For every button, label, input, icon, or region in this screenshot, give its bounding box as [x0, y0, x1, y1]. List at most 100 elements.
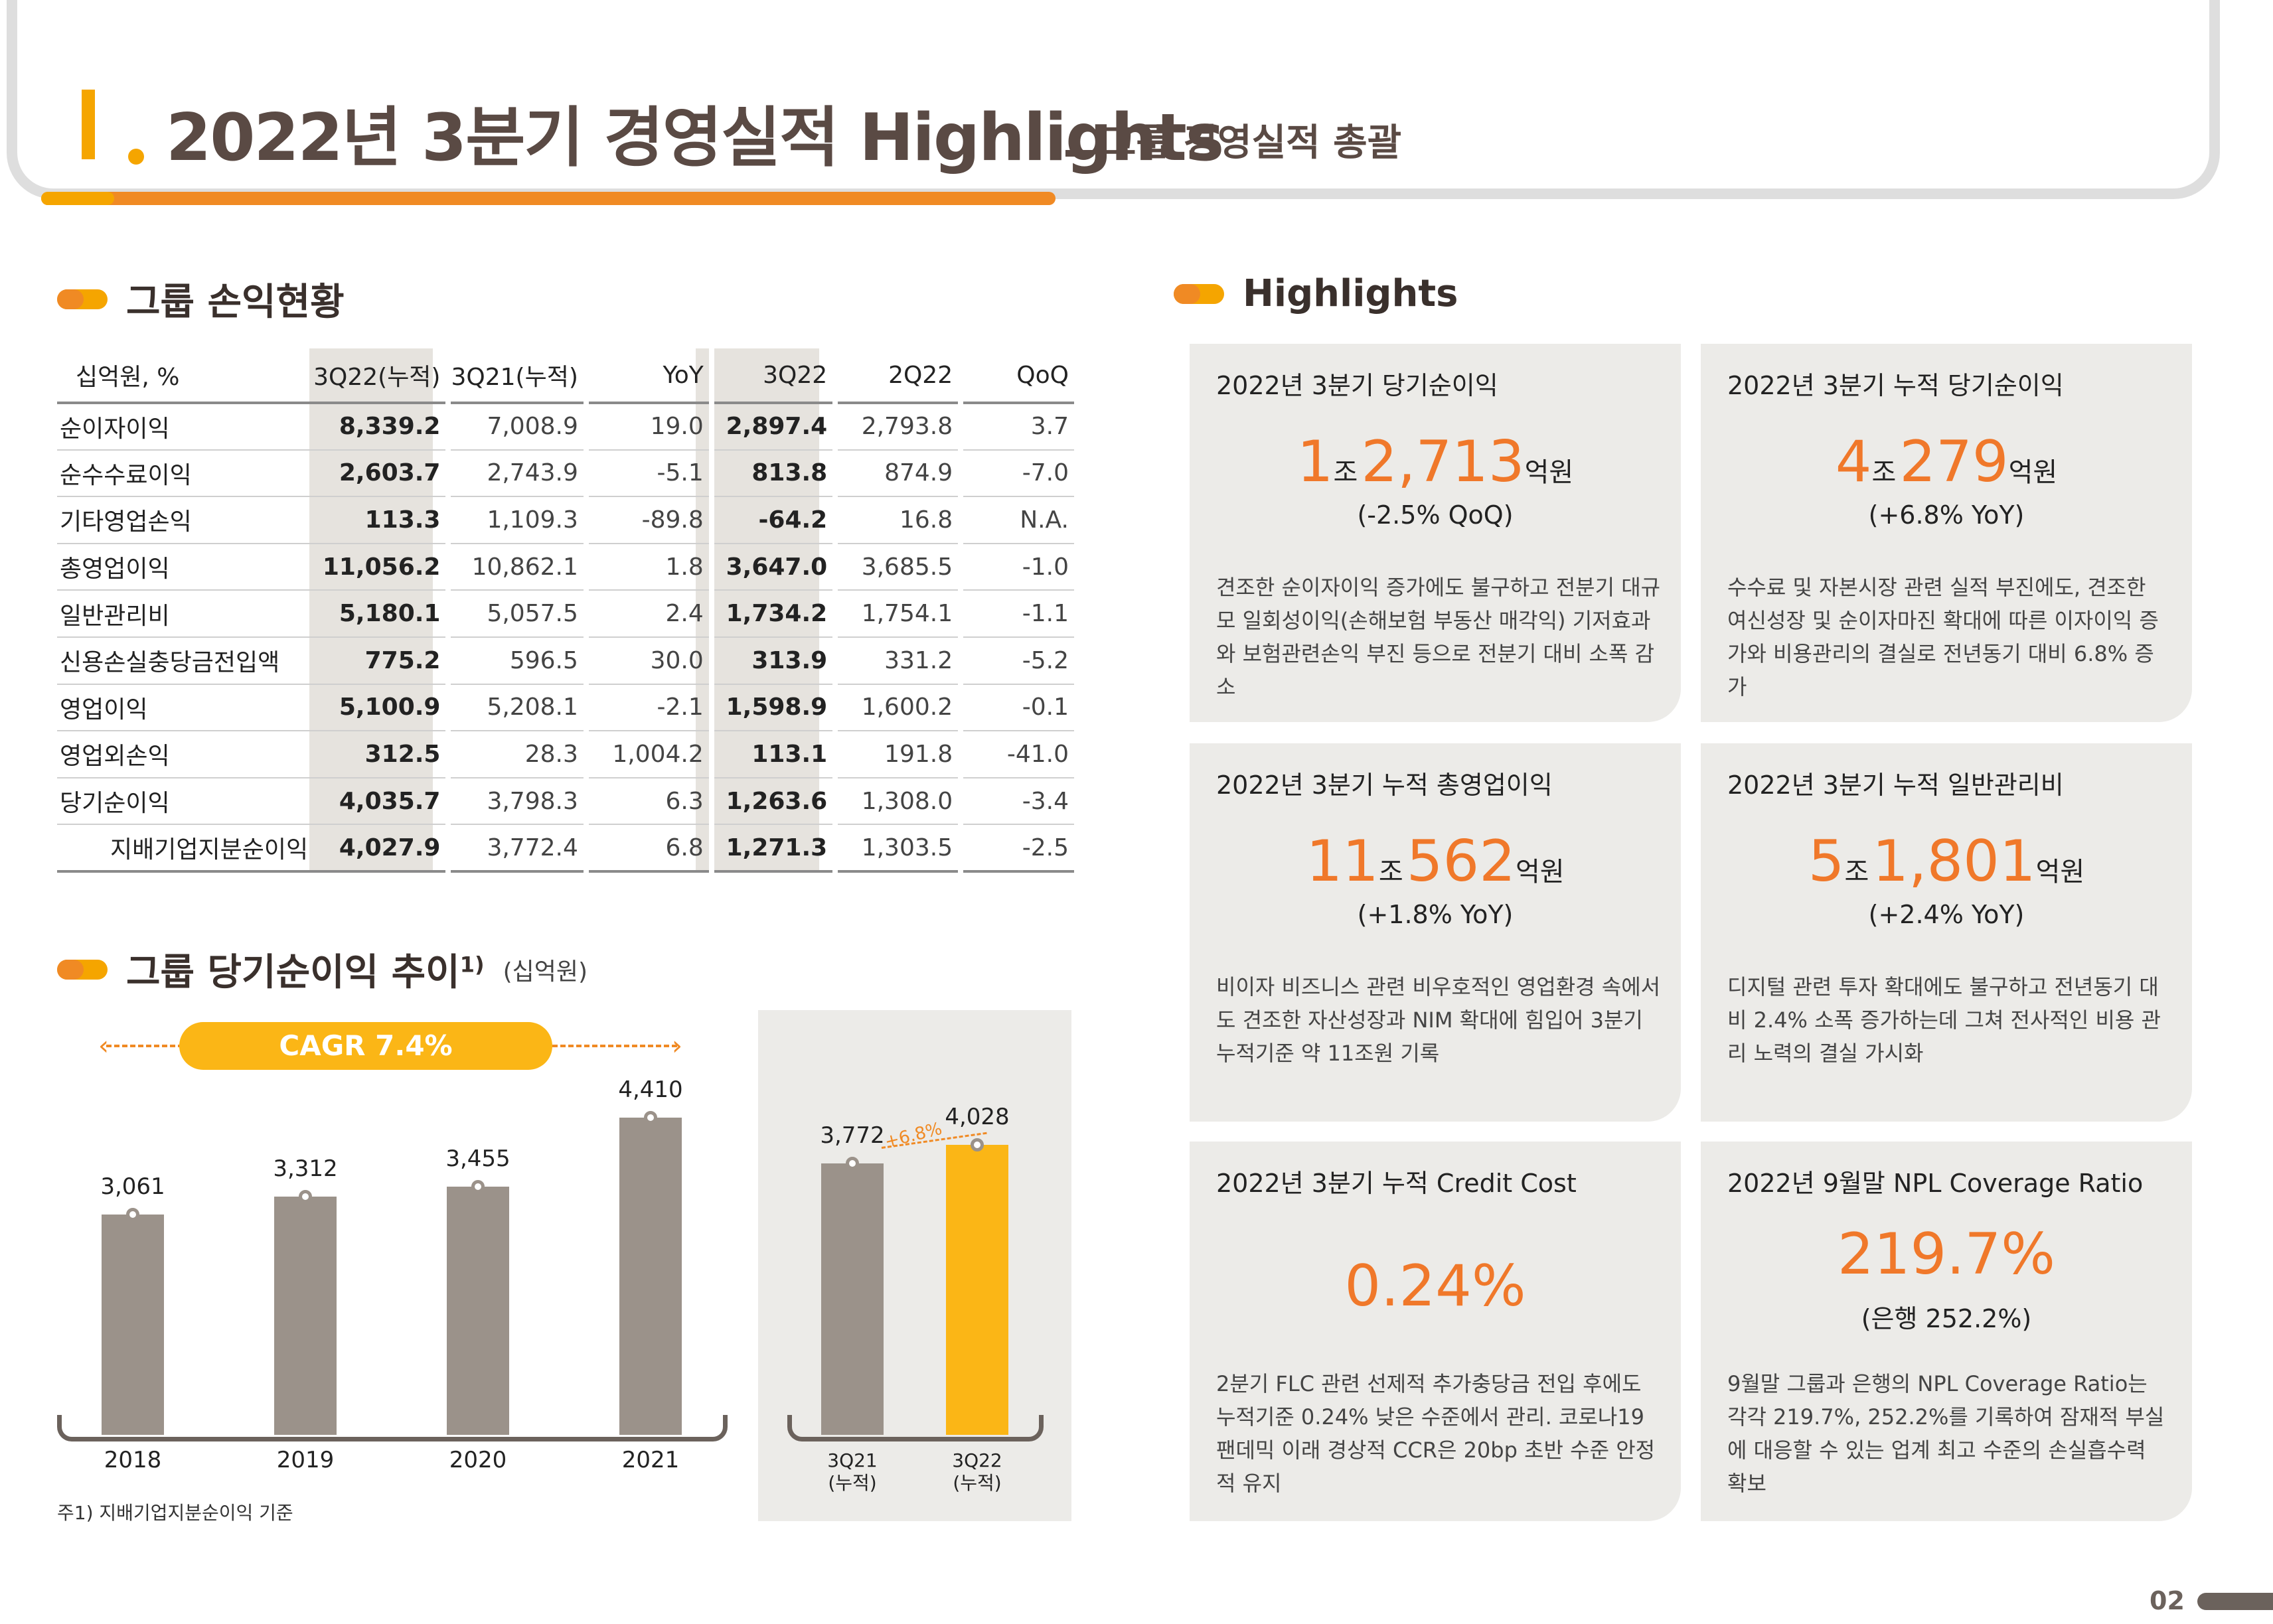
table-row: 총영업이익 11,056.2 10,862.1 1.8 3,647.0 3,685.5 -1… — [57, 543, 1074, 591]
bar-value-label: 3,772 — [820, 1122, 885, 1149]
table-header-cell: 3Q22 — [708, 348, 836, 404]
row-label: 영업이익 — [57, 684, 314, 732]
table-cell: -0.1 — [958, 684, 1074, 732]
row-label: 기타영업손익 — [57, 496, 314, 544]
table-cell: -89.8 — [583, 496, 712, 544]
category-label: 2020 — [449, 1447, 507, 1473]
table-cell: 4,027.9 — [313, 824, 449, 873]
page-number-pill — [2197, 1593, 2273, 1610]
row-label: 일반관리비 — [57, 590, 314, 638]
table-cell: 1,734.2 — [708, 590, 836, 638]
table-cell: 11,056.2 — [313, 543, 449, 591]
card-description: 수수료 및 자본시장 관련 실적 부진에도, 견조한 여신성장 및 순이자마진 … — [1727, 575, 2159, 700]
table-cell: 113.3 — [313, 496, 449, 544]
chart-axis-annual — [57, 1415, 728, 1441]
table-cell: 3,772.4 — [445, 824, 586, 873]
category-label-line1: 3Q22 — [952, 1449, 1002, 1471]
table-cell: 1,754.1 — [832, 590, 961, 638]
table-cell: 1,308.0 — [832, 777, 961, 826]
table-cell: 4,035.7 — [313, 777, 449, 826]
row-label: 순이자이익 — [57, 403, 314, 451]
category-label: 3Q22 (누적) — [911, 1449, 1044, 1495]
table-header-cell: 2Q22 — [832, 348, 961, 404]
table-header-row: 십억원, % 3Q22(누적) 3Q21(누적) YoY 3Q22 2Q22 Q… — [57, 348, 1074, 404]
table-cell: 1,109.3 — [445, 496, 586, 544]
page-title: 2022년 3분기 경영실적 Highlights — [166, 100, 1224, 176]
card-description: 비이자 비즈니스 관련 비우호적인 영업환경 속에서도 견조한 자산성장과 NI… — [1216, 974, 1661, 1066]
table-cell: 191.8 — [832, 731, 961, 778]
highlight-card-ga-expense: 2022년 3분기 누적 일반관리비 5조 1,801억원 (+2.4% YoY… — [1701, 743, 2192, 1122]
table-cell: -1.1 — [958, 590, 1074, 638]
category-label: 2018 — [104, 1447, 162, 1473]
table-cell: 28.3 — [445, 731, 586, 778]
card-value: 4조 279억원 — [1835, 429, 2058, 495]
table-cell: 312.5 — [313, 731, 449, 778]
income-section-header: 그룹 손익현황 — [57, 272, 345, 326]
arrow-left-icon: ‹ — [98, 1031, 109, 1061]
highlight-card-net-income-cum: 2022년 3분기 누적 당기순이익 4조 279억원 (+6.8% YoY) … — [1701, 344, 2192, 722]
page-number: 02 — [2150, 1586, 2185, 1615]
table-cell: -1.0 — [958, 543, 1074, 591]
table-header-cell: 십억원, % — [57, 348, 314, 404]
row-label: 총영업이익 — [57, 543, 314, 591]
card-value: 0.24% — [1344, 1253, 1526, 1319]
table-row: 영업외손익 312.5 28.3 1,004.2 113.1 191.8 -41.0 — [57, 731, 1074, 778]
table-row: 기타영업손익 113.3 1,109.3 -89.8 -64.2 16.8 N.A. — [57, 496, 1074, 544]
card-title: 2022년 3분기 누적 총영업이익 — [1216, 771, 1553, 800]
card-title: 2022년 3분기 누적 Credit Cost — [1216, 1169, 1577, 1198]
card-title: 2022년 3분기 누적 당기순이익 — [1727, 371, 2064, 400]
card-value: 5조 1,801억원 — [1808, 828, 2085, 895]
table-cell: -3.4 — [958, 777, 1074, 826]
row-label: 신용손실충당금전입액 — [57, 636, 314, 685]
category-label-line1: 3Q21 — [827, 1449, 878, 1471]
section-pill-icon — [57, 289, 108, 309]
category-label-line2: (누적) — [828, 1472, 877, 1494]
card-description: 디지털 관련 투자 확대에도 불구하고 전년동기 대비 2.4% 소폭 증가하는… — [1727, 974, 2161, 1066]
table-cell: 5,180.1 — [313, 590, 449, 638]
bar — [447, 1186, 509, 1435]
card-description: 2분기 FLC 관련 선제적 추가충당금 전입 후에도 누적기준 0.24% 낮… — [1216, 1371, 1656, 1496]
table-cell: 3.7 — [958, 403, 1074, 451]
card-title: 2022년 3분기 누적 일반관리비 — [1727, 771, 2064, 800]
bar-value-label: 3,455 — [445, 1145, 510, 1172]
table-cell: 331.2 — [832, 636, 961, 685]
title-roman-numeral-bar — [82, 90, 95, 159]
table-cell: 5,057.5 — [445, 590, 586, 638]
highlights-section-header: Highlights — [1174, 272, 1458, 315]
table-cell: 19.0 — [583, 403, 712, 451]
bar-value-label: 4,028 — [945, 1104, 1010, 1131]
table-cell: 2,897.4 — [708, 403, 836, 451]
table-row: 영업이익 5,100.9 5,208.1 -2.1 1,598.9 1,600.2 -0.1 — [57, 684, 1074, 732]
card-change: (은행 252.2%) — [1861, 1304, 2032, 1333]
income-section-title: 그룹 손익현황 — [126, 281, 345, 324]
bar-marker — [971, 1138, 984, 1152]
card-value: 1조 2,713억원 — [1296, 429, 1574, 495]
row-label: 영업외손익 — [57, 731, 314, 778]
card-value: 219.7% — [1838, 1221, 2055, 1288]
table-cell: 7,008.9 — [445, 403, 586, 451]
arrow-right-icon: › — [672, 1031, 682, 1061]
table-cell: 6.8 — [583, 824, 712, 873]
table-cell: -2.1 — [583, 684, 712, 732]
table-cell: 5,208.1 — [445, 684, 586, 732]
table-cell: 8,339.2 — [313, 403, 449, 451]
category-label: 2019 — [276, 1447, 335, 1473]
income-table-wrap: 십억원, % 3Q22(누적) 3Q21(누적) YoY 3Q22 2Q22 Q… — [57, 348, 1074, 873]
table-cell: -5.1 — [583, 449, 712, 498]
table-cell: 10,862.1 — [445, 543, 586, 591]
bar-marker — [644, 1111, 657, 1124]
table-cell: -7.0 — [958, 449, 1074, 498]
table-cell: 2,603.7 — [313, 449, 449, 498]
cumulative-comparison-panel — [758, 1010, 1071, 1521]
bar — [102, 1215, 164, 1435]
table-header-cell: 3Q22(누적) — [313, 348, 449, 404]
table-cell: 3,798.3 — [445, 777, 586, 826]
bar-value-label: 4,410 — [618, 1076, 683, 1103]
table-cell: 313.9 — [708, 636, 836, 685]
row-label: 순수수료이익 — [57, 449, 314, 498]
table-row: 지배기업지분순이익 4,027.9 3,772.4 6.8 1,271.3 1,303.5… — [57, 824, 1074, 873]
table-cell: 775.2 — [313, 636, 449, 685]
bar-marker — [126, 1208, 139, 1222]
bar — [821, 1163, 884, 1435]
table-cell: 16.8 — [832, 496, 961, 544]
